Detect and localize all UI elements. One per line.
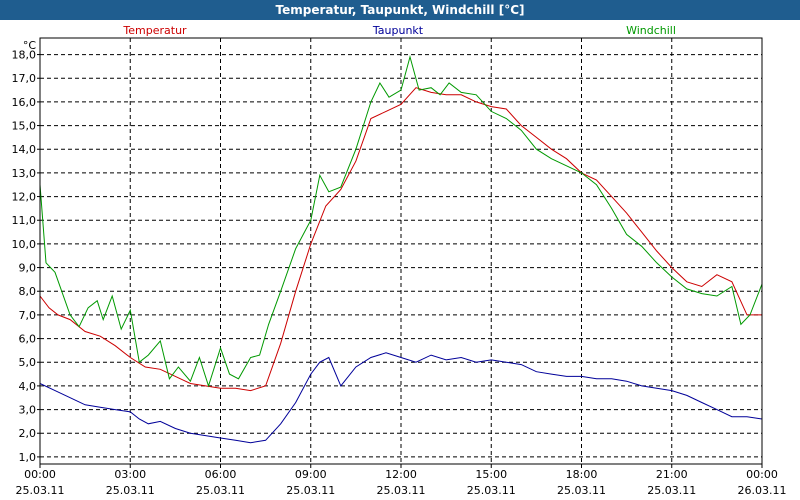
y-tick-label: 2,0 xyxy=(19,427,37,440)
plot-frame xyxy=(39,37,763,465)
x-tick-label-date: 25.03.11 xyxy=(286,484,335,497)
x-tick-label-time: 18:00 xyxy=(566,468,598,481)
y-tick-label: 15,0 xyxy=(12,120,37,133)
chart-title: Temperatur, Taupunkt, Windchill [°C] xyxy=(275,3,525,17)
x-tick-label-time: 00:00 xyxy=(24,468,56,481)
legend-taupunkt: Taupunkt xyxy=(372,24,424,37)
x-tick-label-date: 26.03.11 xyxy=(738,484,787,497)
grid-layer xyxy=(37,38,763,468)
series-line-taupunkt xyxy=(39,352,763,444)
x-tick-label-date: 25.03.11 xyxy=(106,484,155,497)
x-tick-label-date: 25.03.11 xyxy=(557,484,606,497)
y-tick-label: 11,0 xyxy=(12,214,37,227)
y-tick-label: 6,0 xyxy=(19,333,37,346)
x-tick-label-time: 06:00 xyxy=(205,468,237,481)
x-tick-label-time: 12:00 xyxy=(385,468,417,481)
x-tick-label-date: 25.03.11 xyxy=(16,484,65,497)
y-tick-label: 9,0 xyxy=(19,262,37,275)
chart-title-bar: Temperatur, Taupunkt, Windchill [°C] xyxy=(0,0,800,20)
x-tick-label-date: 25.03.11 xyxy=(377,484,426,497)
x-tick-label-time: 09:00 xyxy=(295,468,327,481)
series-line-temperatur xyxy=(39,87,762,392)
y-tick-label: 5,0 xyxy=(19,356,37,369)
y-tick-label: 8,0 xyxy=(19,285,37,298)
x-tick-label-date: 25.03.11 xyxy=(647,484,696,497)
x-tick-label-date: 25.03.11 xyxy=(467,484,516,497)
x-tick-label-time: 00:00 xyxy=(746,468,778,481)
y-tick-label: 1,0 xyxy=(19,451,37,464)
label-layer: 1,0 2,0 3,0 4,0 5,0 6,0 7,0 8,0 9,0 10,0 11,0 12,0 1… xyxy=(12,24,787,497)
y-tick-label: 10,0 xyxy=(12,238,37,251)
y-tick-label: 3,0 xyxy=(19,404,37,417)
y-unit-label: °C xyxy=(23,39,37,52)
legend-temperatur: Temperatur xyxy=(122,24,187,37)
y-tick-label: 13,0 xyxy=(12,167,37,180)
series-line-windchill xyxy=(39,54,763,388)
y-tick-label: 7,0 xyxy=(19,309,37,322)
y-tick-label: 16,0 xyxy=(12,96,37,109)
y-tick-label: 18,0 xyxy=(12,49,37,62)
y-tick-label: 14,0 xyxy=(12,143,37,156)
x-tick-label-time: 15:00 xyxy=(475,468,507,481)
legend-windchill: Windchill xyxy=(626,24,676,37)
chart: 1,0 2,0 3,0 4,0 5,0 6,0 7,0 8,0 9,0 10,0 11,0 12,0 1… xyxy=(0,20,800,500)
x-tick-label-time: 03:00 xyxy=(114,468,146,481)
x-tick-label-date: 25.03.11 xyxy=(196,484,245,497)
y-tick-label: 17,0 xyxy=(12,72,37,85)
x-tick-label-time: 21:00 xyxy=(656,468,688,481)
series-layer xyxy=(39,54,763,444)
y-tick-label: 12,0 xyxy=(12,191,37,204)
y-tick-label: 4,0 xyxy=(19,380,37,393)
